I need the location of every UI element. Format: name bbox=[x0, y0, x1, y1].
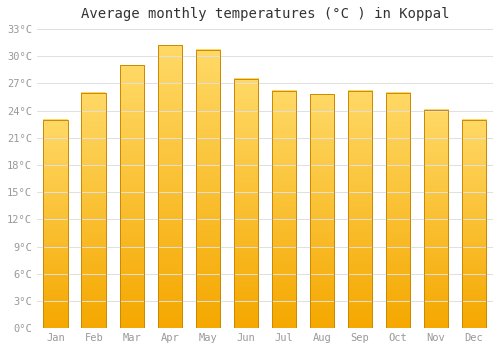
Bar bbox=[44, 120, 68, 328]
Bar bbox=[196, 50, 220, 328]
Bar bbox=[234, 79, 258, 328]
Bar bbox=[82, 92, 106, 328]
Bar bbox=[424, 110, 448, 328]
Bar bbox=[348, 91, 372, 328]
Bar bbox=[158, 46, 182, 328]
Bar bbox=[120, 65, 144, 328]
Bar bbox=[310, 94, 334, 328]
Bar bbox=[462, 120, 486, 328]
Bar bbox=[272, 91, 296, 328]
Bar bbox=[386, 92, 410, 328]
Title: Average monthly temperatures (°C ) in Koppal: Average monthly temperatures (°C ) in Ko… bbox=[80, 7, 449, 21]
